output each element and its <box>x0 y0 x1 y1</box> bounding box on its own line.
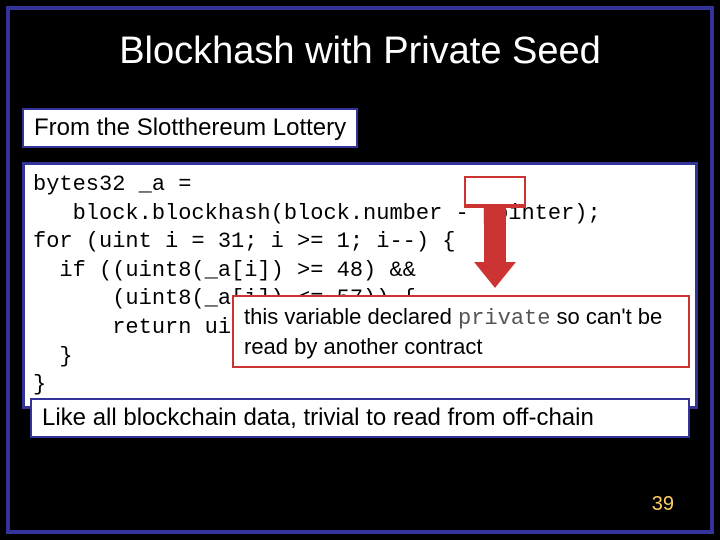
callout-box: this variable declared private so can't … <box>232 295 690 368</box>
subtitle-text: From the Slotthereum Lottery <box>34 114 346 141</box>
slide-title: Blockhash with Private Seed <box>0 30 720 73</box>
subtitle-box: From the Slotthereum Lottery <box>22 108 358 148</box>
code-block: bytes32 _a = block.blockhash(block.numbe… <box>22 162 698 409</box>
bottom-note-text: Like all blockchain data, trivial to rea… <box>42 404 594 431</box>
callout-keyword: private <box>458 306 550 331</box>
callout-pre: this variable declared <box>244 304 458 329</box>
page-number: 39 <box>652 493 674 516</box>
bottom-note-box: Like all blockchain data, trivial to rea… <box>30 398 690 438</box>
